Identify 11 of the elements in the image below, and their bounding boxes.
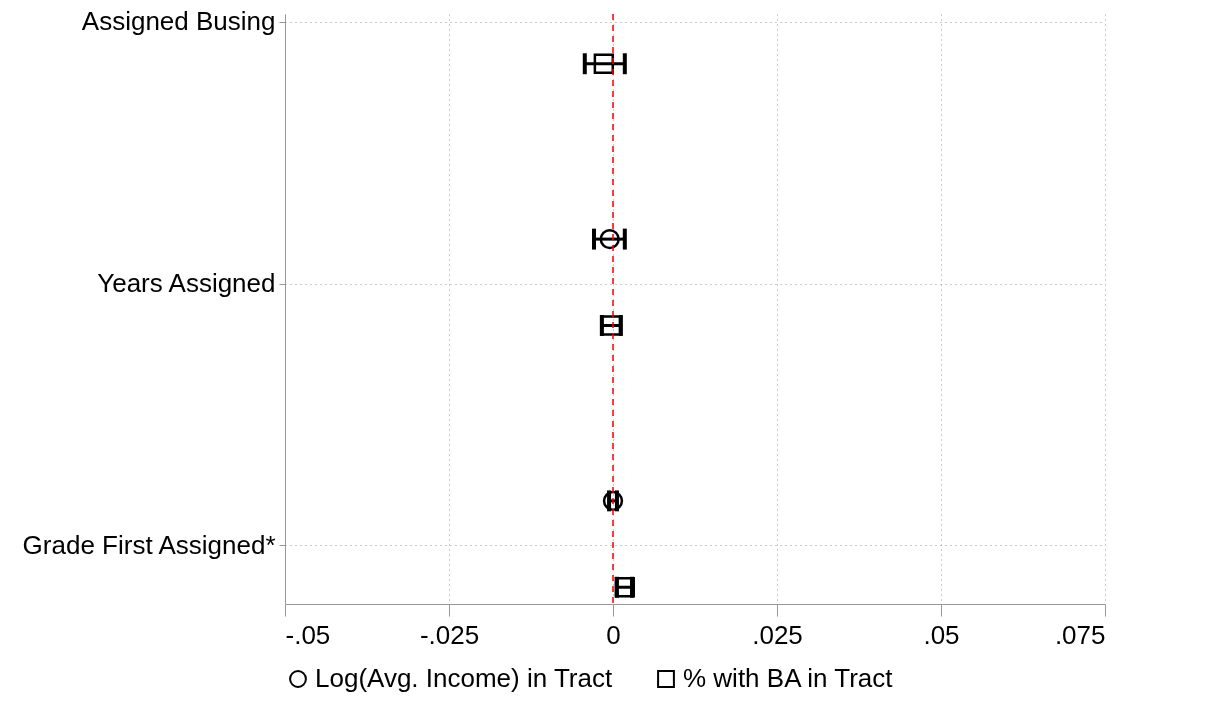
- x-tick-label: 0: [606, 619, 621, 650]
- y-tick-label: Years Assigned: [97, 268, 276, 299]
- x-tick-label: -.05: [285, 619, 331, 650]
- x-tick-label: .075: [1054, 619, 1106, 650]
- legend-label: % with BA in Tract: [683, 663, 894, 693]
- y-tick-label: Assigned Busing: [81, 6, 276, 37]
- y-tick-label: Grade First Assigned*: [22, 529, 276, 560]
- x-tick-label: .025: [752, 619, 803, 650]
- x-tick-label: .05: [923, 619, 960, 650]
- legend-label: Log(Avg. Income) in Tract: [315, 663, 613, 693]
- x-tick-label: -.025: [419, 619, 480, 650]
